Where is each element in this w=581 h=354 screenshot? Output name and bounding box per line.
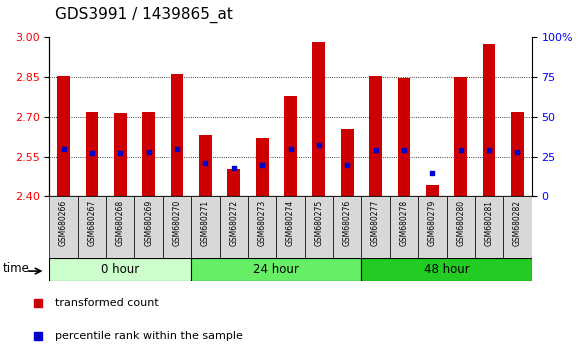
Text: GSM680276: GSM680276 [343, 200, 352, 246]
Bar [454, 77, 467, 196]
Text: GSM680278: GSM680278 [400, 200, 408, 246]
Text: transformed count: transformed count [55, 298, 159, 308]
Text: GSM680275: GSM680275 [314, 200, 324, 246]
Text: GSM680272: GSM680272 [229, 200, 238, 246]
Bar [426, 184, 439, 196]
Bar [227, 169, 240, 196]
Point [229, 165, 238, 171]
Bar [483, 44, 496, 196]
Bar [369, 76, 382, 196]
Text: GSM680270: GSM680270 [173, 200, 181, 246]
Point [371, 148, 380, 153]
Point [144, 149, 153, 155]
FancyBboxPatch shape [390, 196, 418, 258]
Text: GSM680267: GSM680267 [87, 200, 96, 246]
Text: 48 hour: 48 hour [424, 263, 469, 276]
Point [257, 162, 267, 167]
Text: time: time [2, 262, 30, 275]
FancyBboxPatch shape [418, 196, 447, 258]
Bar [171, 74, 184, 196]
Text: 0 hour: 0 hour [101, 263, 139, 276]
FancyBboxPatch shape [49, 196, 78, 258]
Text: GSM680282: GSM680282 [513, 200, 522, 246]
Bar [57, 76, 70, 196]
FancyBboxPatch shape [78, 196, 106, 258]
Bar [114, 113, 127, 196]
Bar [142, 112, 155, 196]
Text: GSM680271: GSM680271 [201, 200, 210, 246]
FancyBboxPatch shape [163, 196, 191, 258]
FancyBboxPatch shape [333, 196, 361, 258]
Point [485, 148, 494, 153]
FancyBboxPatch shape [277, 196, 304, 258]
FancyBboxPatch shape [191, 196, 220, 258]
Bar [397, 78, 410, 196]
Point [343, 162, 352, 167]
Point [286, 146, 295, 152]
Text: GSM680279: GSM680279 [428, 200, 437, 246]
Text: GDS3991 / 1439865_at: GDS3991 / 1439865_at [55, 7, 233, 23]
FancyBboxPatch shape [191, 258, 361, 281]
Text: GSM680268: GSM680268 [116, 200, 125, 246]
Text: GSM680280: GSM680280 [456, 200, 465, 246]
Bar [199, 136, 212, 196]
Bar [284, 96, 297, 196]
FancyBboxPatch shape [134, 196, 163, 258]
Text: GSM680281: GSM680281 [485, 200, 494, 246]
FancyBboxPatch shape [475, 196, 503, 258]
FancyBboxPatch shape [220, 196, 248, 258]
Point [513, 149, 522, 155]
Point [428, 170, 437, 176]
FancyBboxPatch shape [361, 258, 532, 281]
Point [399, 148, 408, 153]
Text: GSM680274: GSM680274 [286, 200, 295, 246]
Text: GSM680273: GSM680273 [257, 200, 267, 246]
Point [173, 146, 182, 152]
FancyBboxPatch shape [503, 196, 532, 258]
Text: percentile rank within the sample: percentile rank within the sample [55, 331, 243, 341]
Text: GSM680277: GSM680277 [371, 200, 380, 246]
Bar [313, 42, 325, 196]
Text: GSM680266: GSM680266 [59, 200, 68, 246]
Bar [341, 129, 354, 196]
FancyBboxPatch shape [248, 196, 277, 258]
Point [456, 148, 465, 153]
Point [59, 146, 68, 152]
Bar [256, 138, 268, 196]
Point [87, 151, 96, 156]
FancyBboxPatch shape [447, 196, 475, 258]
FancyBboxPatch shape [106, 196, 134, 258]
FancyBboxPatch shape [304, 196, 333, 258]
Text: 24 hour: 24 hour [253, 263, 299, 276]
Point [314, 143, 324, 148]
Bar [85, 112, 98, 196]
FancyBboxPatch shape [361, 196, 390, 258]
Point [201, 160, 210, 166]
Text: GSM680269: GSM680269 [144, 200, 153, 246]
Bar [511, 112, 524, 196]
FancyBboxPatch shape [49, 258, 191, 281]
Point [116, 151, 125, 156]
